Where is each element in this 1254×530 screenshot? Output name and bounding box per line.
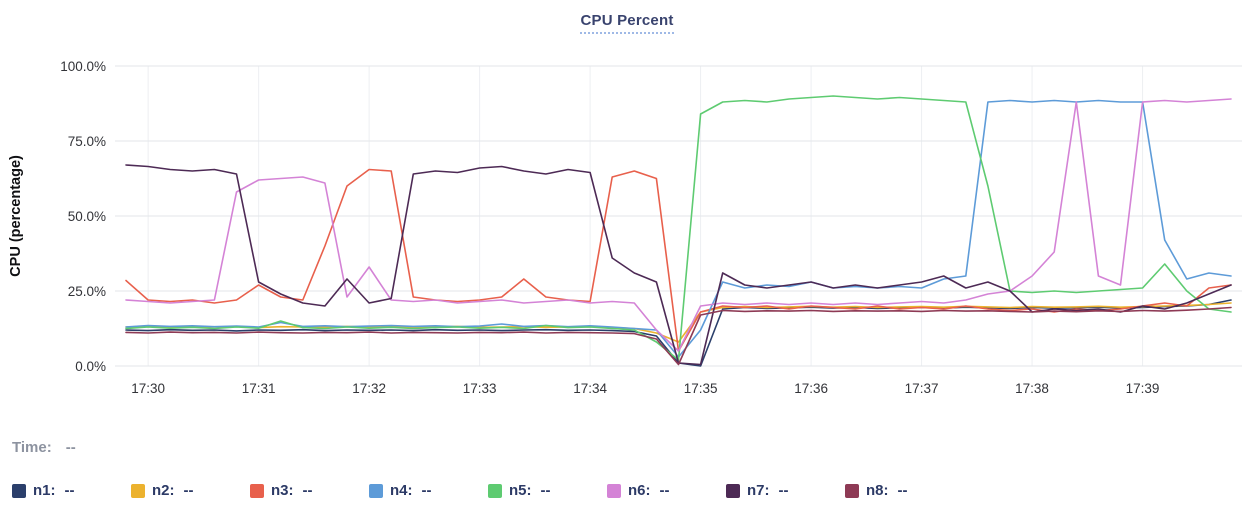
legend-value-n3: --: [302, 482, 313, 499]
legend-item-n8[interactable]: n8: --: [845, 482, 964, 499]
legend-value-n2: --: [183, 482, 194, 499]
time-label: Time:: [12, 439, 52, 456]
x-tick-label: 17:37: [905, 381, 939, 396]
x-tick-label: 17:31: [242, 381, 276, 396]
legend-item-n4[interactable]: n4: --: [369, 482, 488, 499]
legend-label-n7: n7:: [747, 482, 770, 499]
legend-item-n2[interactable]: n2: --: [131, 482, 250, 499]
legend-swatch-n8: [845, 483, 859, 498]
legend-label-n4: n4:: [390, 482, 413, 499]
legend-swatch-n4: [369, 483, 383, 498]
series-line-n6: [125, 98, 1232, 352]
time-value: --: [65, 439, 76, 456]
legend-value-n7: --: [778, 482, 789, 499]
series-line-n4: [125, 99, 1232, 358]
legend-item-n1[interactable]: n1: --: [12, 482, 131, 499]
legend-swatch-n6: [607, 483, 621, 498]
legend-value-n8: --: [897, 482, 908, 499]
legend-label-n8: n8:: [866, 482, 889, 499]
legend-item-n7[interactable]: n7: --: [726, 482, 845, 499]
time-readout: Time: --: [0, 439, 1254, 456]
legend-item-n6[interactable]: n6: --: [607, 482, 726, 499]
legend-value-n4: --: [421, 482, 432, 499]
legend-value-n1: --: [64, 482, 75, 499]
legend-value-n6: --: [659, 482, 670, 499]
legend-label-n1: n1:: [33, 482, 56, 499]
x-tick-label: 17:36: [794, 381, 828, 396]
x-tick-label: 17:32: [352, 381, 386, 396]
legend-label-n5: n5:: [509, 482, 532, 499]
legend: n1: -- n2: -- n3: -- n4: -- n5: -- n6: -- n7: -- n8: --: [0, 482, 1254, 499]
legend-item-n5[interactable]: n5: --: [488, 482, 607, 499]
series-line-n8: [125, 306, 1232, 366]
title-row: CPU Percent: [0, 0, 1254, 38]
legend-label-n6: n6:: [628, 482, 651, 499]
y-tick-label: 25.0%: [68, 284, 106, 299]
x-tick-label: 17:39: [1126, 381, 1160, 396]
legend-swatch-n7: [726, 483, 740, 498]
legend-swatch-n1: [12, 483, 26, 498]
x-tick-label: 17:33: [463, 381, 497, 396]
x-tick-label: 17:35: [684, 381, 718, 396]
x-tick-label: 17:38: [1015, 381, 1049, 396]
legend-label-n2: n2:: [152, 482, 175, 499]
legend-item-n3[interactable]: n3: --: [250, 482, 369, 499]
series-line-n5: [125, 95, 1232, 361]
y-tick-label: 75.0%: [68, 134, 106, 149]
legend-swatch-n2: [131, 483, 145, 498]
legend-label-n3: n3:: [271, 482, 294, 499]
y-tick-label: 100.0%: [60, 59, 106, 74]
legend-swatch-n3: [250, 483, 264, 498]
y-tick-label: 0.0%: [75, 359, 106, 374]
series-line-n2: [125, 302, 1232, 343]
series-line-n7: [125, 164, 1232, 366]
x-tick-label: 17:34: [573, 381, 607, 396]
cpu-chart[interactable]: CPU (percentage) 17:30 17:31 17:32 17:33 17:…: [0, 38, 1254, 423]
x-tick-label: 17:30: [131, 381, 165, 396]
y-tick-label: 50.0%: [68, 209, 106, 224]
y-axis-label: CPU (percentage): [8, 155, 24, 277]
legend-swatch-n5: [488, 483, 502, 498]
legend-value-n5: --: [540, 482, 551, 499]
chart-title[interactable]: CPU Percent: [580, 12, 674, 34]
